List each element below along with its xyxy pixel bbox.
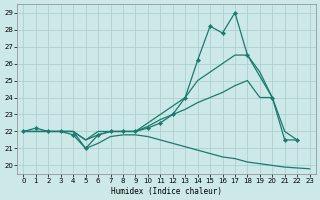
- X-axis label: Humidex (Indice chaleur): Humidex (Indice chaleur): [111, 187, 222, 196]
